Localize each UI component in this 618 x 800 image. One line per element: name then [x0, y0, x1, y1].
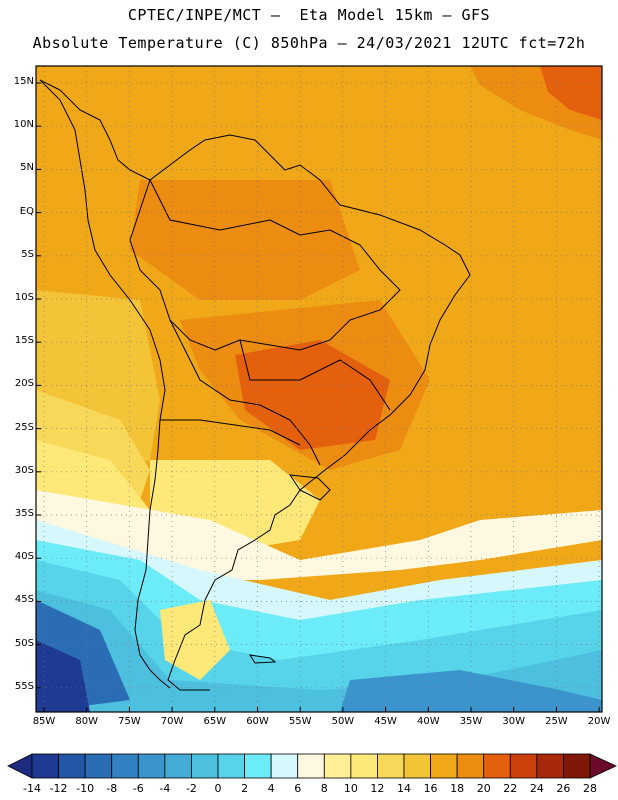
colorbar-label: -10 — [76, 782, 95, 795]
lon-label-35w: 35W — [459, 716, 483, 727]
colorbar-swatch — [403, 753, 431, 779]
colorbar-label: 20 — [476, 782, 491, 795]
colorbar-label: 14 — [397, 782, 411, 795]
colorbar-swatch — [430, 753, 458, 779]
inland-border-2 — [160, 419, 301, 446]
colorbar-label: 18 — [450, 782, 465, 795]
colorbar-swatch — [137, 753, 166, 779]
lat-label-40s: 40S — [14, 551, 34, 563]
colorbar-swatch — [111, 753, 139, 779]
inland-border-1 — [169, 319, 321, 466]
field-band-6c — [36, 490, 602, 580]
lon-label-65w: 65W — [203, 716, 227, 727]
lon-label-45w: 45W — [374, 716, 397, 727]
lat-label-50s: 50S — [14, 637, 34, 649]
colorbar-swatch — [31, 753, 59, 779]
lat-label-45s: 45S — [14, 594, 34, 606]
field-amazon-warm — [130, 180, 360, 300]
colorbar-swatch — [323, 753, 352, 779]
lon-label-40w: 40W — [416, 716, 440, 727]
colorbar-swatch — [191, 753, 219, 779]
field-north-atlantic-hot — [540, 66, 602, 120]
colorbar-label: 2 — [241, 782, 249, 795]
uruguay-outline — [288, 474, 331, 501]
colorbar-swatch — [217, 753, 245, 779]
colorbar-label: 0 — [214, 782, 222, 795]
colorbar-swatch — [456, 753, 485, 779]
colorbar-label: 4 — [267, 782, 275, 795]
colorbar-swatch — [350, 753, 378, 779]
colorbar-swatch — [84, 753, 113, 779]
lat-label-5n: 5N — [20, 162, 34, 174]
colorbar-swatch — [58, 753, 86, 779]
lat-label-10s: 10S — [14, 292, 34, 303]
lon-label-85w: 85W — [32, 716, 56, 727]
colorbar-label: -2 — [185, 782, 197, 795]
lat-label-20s: 20S — [14, 378, 34, 390]
map-frame — [35, 65, 603, 713]
lon-label-25w: 25W — [545, 716, 568, 727]
colorbar-swatch — [509, 753, 538, 779]
lat-label-35s: 35S — [14, 508, 34, 519]
axis-ticks — [36, 82, 600, 712]
colorbar-label: -12 — [49, 782, 68, 795]
pacific-coastline — [39, 79, 171, 689]
colorbar-label: -4 — [159, 782, 171, 795]
lon-label-20w: 20W — [587, 716, 611, 727]
colorbar-label: 10 — [343, 782, 358, 795]
colorbar-label: -14 — [23, 782, 41, 795]
falklands-outline — [249, 654, 277, 664]
colorbar-swatch — [536, 753, 564, 779]
colorbar-label: 28 — [583, 782, 597, 795]
colorbar-swatch — [377, 753, 405, 779]
brazil-north-border — [129, 178, 401, 351]
colorbar-label: 12 — [370, 782, 385, 795]
lat-label-25s: 25S — [14, 421, 34, 433]
lon-label-75w: 75W — [118, 716, 141, 727]
lat-label-30s: 30S — [14, 464, 34, 476]
lat-label-5s: 5S — [21, 248, 34, 260]
field-southwest-coldest — [36, 640, 90, 712]
coastlines — [39, 79, 471, 691]
temperature-field — [36, 66, 602, 712]
colorbar-under-arrow — [7, 753, 33, 779]
colorbar-label: 8 — [320, 782, 328, 795]
lon-label-30w: 30W — [502, 716, 525, 727]
lon-label-80w: 80W — [75, 716, 98, 727]
lat-label-15s: 15S — [14, 335, 34, 347]
colorbar-swatch — [164, 753, 192, 779]
lon-label-55w: 55W — [288, 716, 312, 727]
colorbar-label: 24 — [529, 782, 544, 795]
colorbar-label: 26 — [556, 782, 571, 795]
colorbar-swatch — [483, 753, 511, 779]
colorbar-label: 16 — [423, 782, 438, 795]
colorbar-swatch — [244, 753, 272, 779]
inland-border-3 — [239, 339, 391, 411]
colorbar-label: -6 — [132, 782, 144, 795]
lon-label-70w: 70W — [160, 716, 184, 727]
lat-label-eq: EQ — [19, 205, 34, 217]
colorbar-swatch — [563, 753, 591, 779]
colorbar-label: -8 — [106, 782, 118, 795]
lon-label-60w: 60W — [246, 716, 269, 727]
colorbar-swatch — [270, 753, 299, 779]
colorbar-label: 22 — [503, 782, 518, 795]
chart-subtitle: Absolute Temperature (C) 850hPa – 24/03/… — [32, 34, 586, 52]
lon-label-50w: 50W — [331, 716, 355, 727]
colorbar-label: 6 — [294, 782, 302, 795]
atlantic-coastline — [39, 79, 471, 691]
field-patagonia-mild — [160, 600, 230, 680]
lat-label-55s: 55S — [14, 680, 34, 692]
lat-label-15n: 15N — [13, 76, 34, 87]
colorbar-over-arrow — [589, 753, 617, 779]
chart-title: CPTEC/INPE/MCT – Eta Model 15km – GFS — [127, 6, 491, 24]
lat-label-10n: 10N — [13, 119, 34, 131]
colorbar-swatch — [297, 753, 325, 779]
colorbar — [7, 753, 617, 779]
